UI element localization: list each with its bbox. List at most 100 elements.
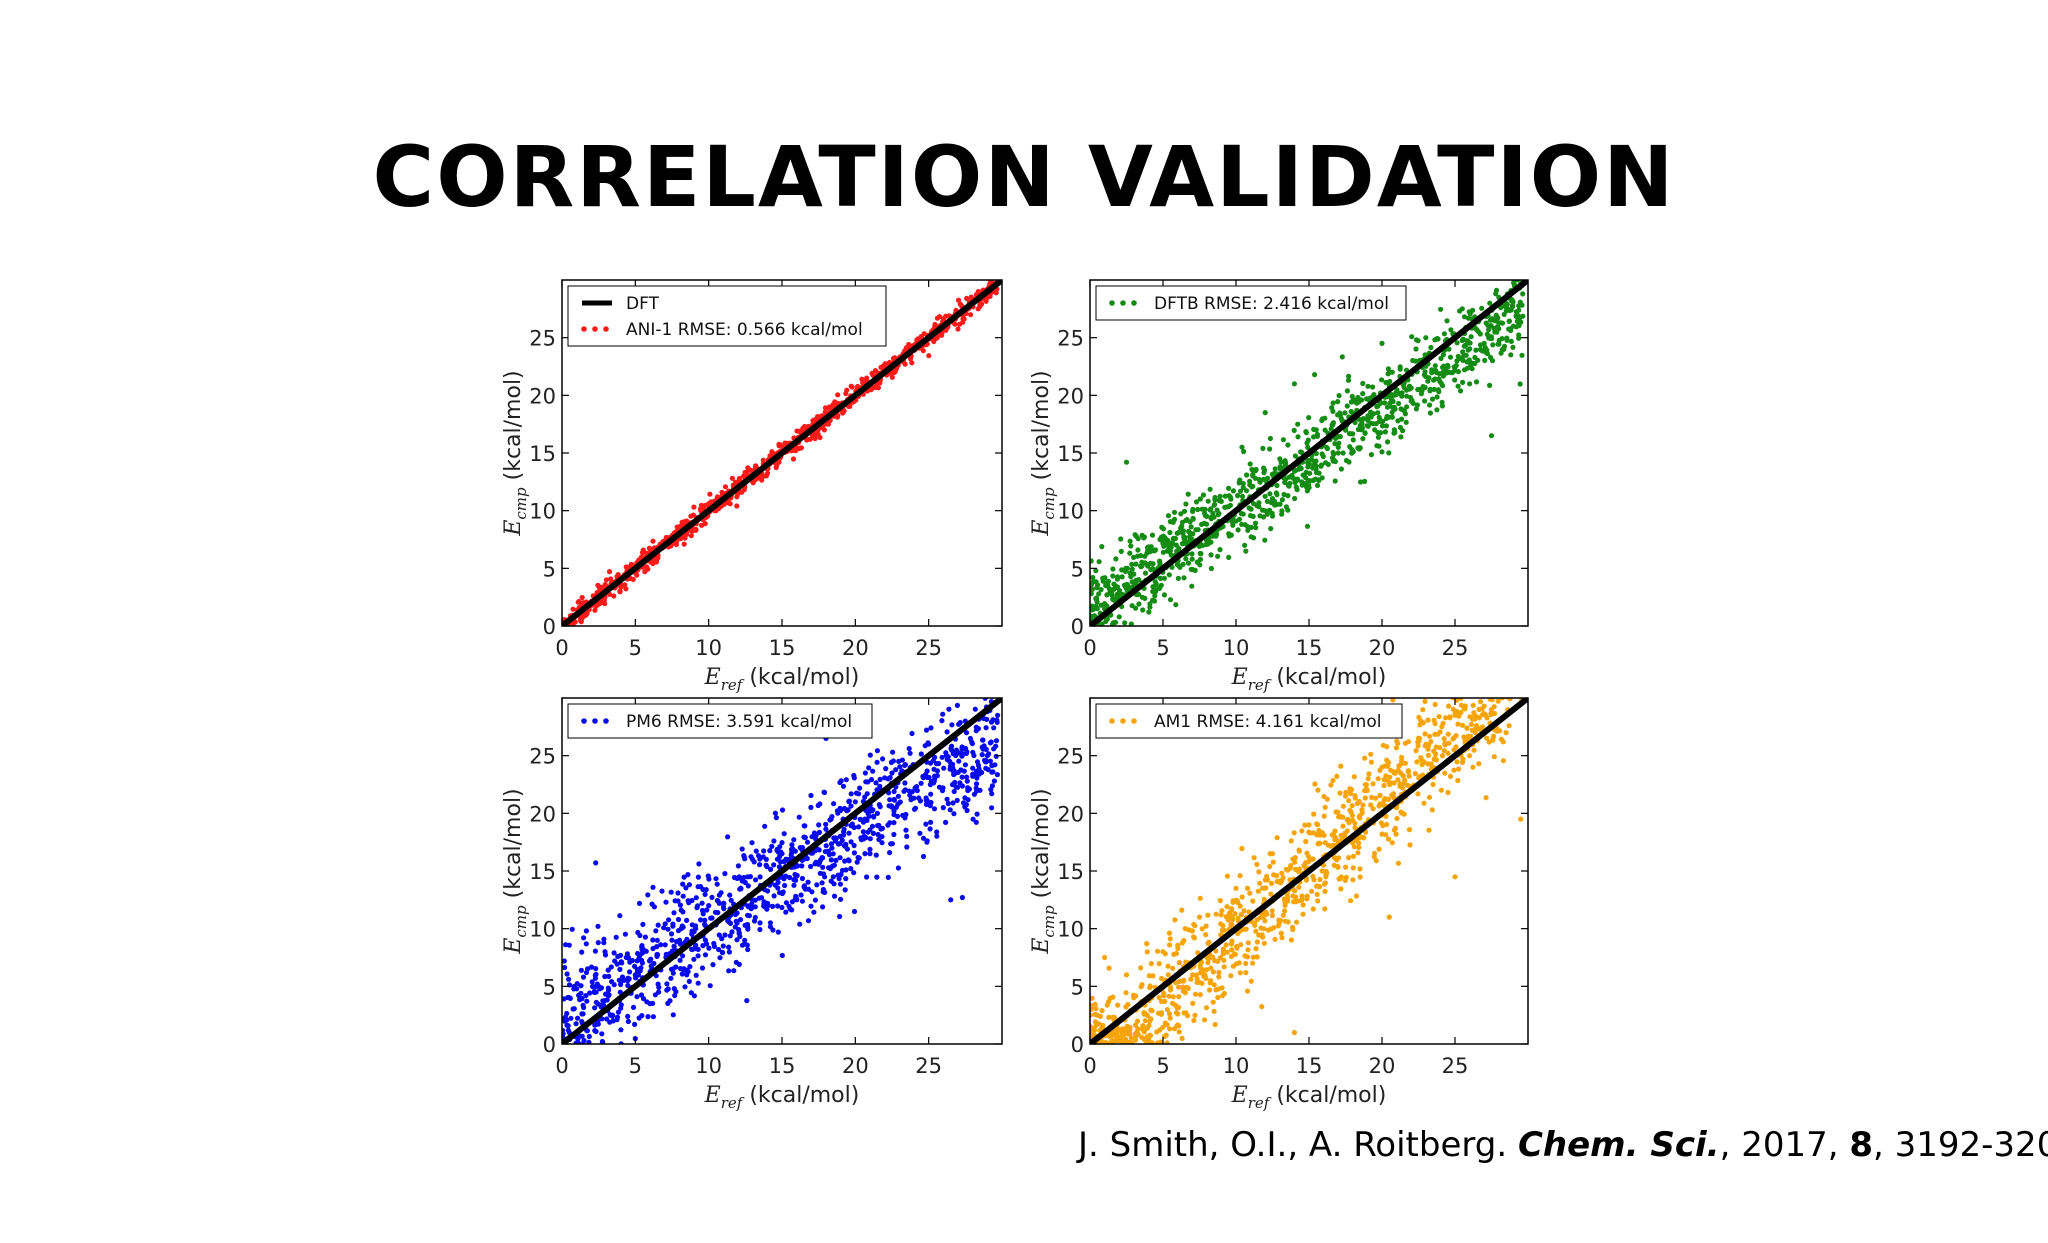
data-point: [1269, 471, 1275, 477]
data-point: [790, 846, 796, 852]
citation-pages: , 3192-3203: [1873, 1125, 2048, 1165]
data-point: [1170, 519, 1176, 525]
data-point: [955, 326, 961, 332]
data-point: [1263, 909, 1269, 915]
data-point: [1335, 399, 1341, 405]
data-point: [686, 882, 693, 888]
data-point: [1296, 847, 1302, 853]
data-point: [1173, 1010, 1179, 1016]
data-point: [1167, 529, 1173, 536]
data-point: [1518, 816, 1524, 822]
data-point: [1189, 928, 1195, 934]
data-point: [1282, 918, 1288, 924]
data-point: [808, 792, 814, 799]
data-point: [875, 831, 881, 838]
data-point: [828, 841, 835, 847]
data-point: [1190, 972, 1196, 978]
data-point: [833, 857, 839, 864]
data-point: [975, 726, 982, 732]
data-point: [782, 440, 788, 446]
data-point: [1408, 398, 1414, 404]
data-point: [1369, 794, 1375, 801]
data-point: [914, 788, 920, 794]
data-point: [793, 877, 799, 883]
data-point: [708, 499, 714, 505]
data-point: [1425, 752, 1431, 759]
data-point: [1496, 666, 1501, 671]
data-point: [1237, 903, 1243, 909]
data-point: [1389, 397, 1395, 403]
data-point: [702, 917, 708, 923]
data-point: [815, 414, 821, 420]
data-point: [862, 794, 868, 800]
data-point: [909, 360, 915, 366]
data-point: [1483, 320, 1489, 326]
data-point: [867, 851, 873, 857]
data-point: [1446, 346, 1452, 352]
data-point: [564, 1022, 570, 1028]
data-point: [1343, 457, 1350, 464]
data-point: [1139, 1034, 1145, 1040]
data-point: [1441, 736, 1447, 742]
data-point: [678, 907, 684, 913]
data-point: [1438, 380, 1444, 386]
data-point: [1506, 608, 1511, 613]
data-point: [1119, 574, 1125, 580]
data-point: [1350, 398, 1356, 404]
data-point: [1337, 790, 1343, 796]
data-point: [1331, 855, 1337, 861]
data-point: [1443, 715, 1449, 721]
data-point: [741, 473, 747, 479]
data-point: [1342, 410, 1348, 416]
data-point: [672, 898, 678, 904]
data-point: [1440, 352, 1446, 358]
data-point: [684, 972, 690, 978]
data-point: [848, 866, 854, 872]
data-point: [1208, 552, 1214, 558]
data-point: [774, 846, 780, 853]
data-point: [1260, 914, 1266, 920]
data-point: [1337, 412, 1343, 419]
data-point: [1304, 896, 1310, 902]
data-point: [681, 874, 687, 880]
data-point: [798, 445, 805, 451]
data-point: [1460, 336, 1466, 342]
data-point: [1440, 373, 1446, 379]
data-point: [635, 967, 641, 973]
data-point: [767, 920, 774, 926]
data-point: [1434, 394, 1440, 400]
data-point: [964, 295, 970, 301]
data-point: [1452, 874, 1458, 880]
data-point: [946, 706, 952, 712]
data-point: [981, 757, 988, 763]
data-point: [665, 926, 671, 932]
data-point: [1467, 753, 1473, 759]
data-point: [671, 943, 677, 950]
data-point: [1335, 444, 1341, 450]
data-point: [599, 1031, 605, 1037]
data-point: [1342, 793, 1349, 799]
data-point: [1110, 573, 1116, 579]
data-point: [1347, 444, 1353, 450]
data-point: [1470, 764, 1476, 770]
data-point: [1303, 430, 1309, 436]
data-point: [895, 793, 902, 799]
data-point: [706, 903, 712, 909]
data-point: [574, 986, 580, 992]
data-point: [1192, 1012, 1198, 1018]
y-tick-label: 5: [1071, 557, 1084, 581]
data-point: [822, 889, 828, 896]
y-tick-label: 20: [1057, 384, 1084, 408]
data-point: [1195, 506, 1201, 513]
data-point: [1477, 331, 1483, 337]
data-point: [726, 944, 732, 950]
data-point: [1385, 439, 1391, 445]
data-point: [678, 966, 684, 972]
data-point: [1435, 731, 1441, 737]
y-tick-label: 0: [1071, 615, 1084, 639]
data-point: [1499, 672, 1504, 677]
data-point: [823, 821, 829, 827]
data-point: [1476, 682, 1481, 687]
data-point: [1397, 783, 1403, 789]
data-point: [645, 1014, 651, 1020]
